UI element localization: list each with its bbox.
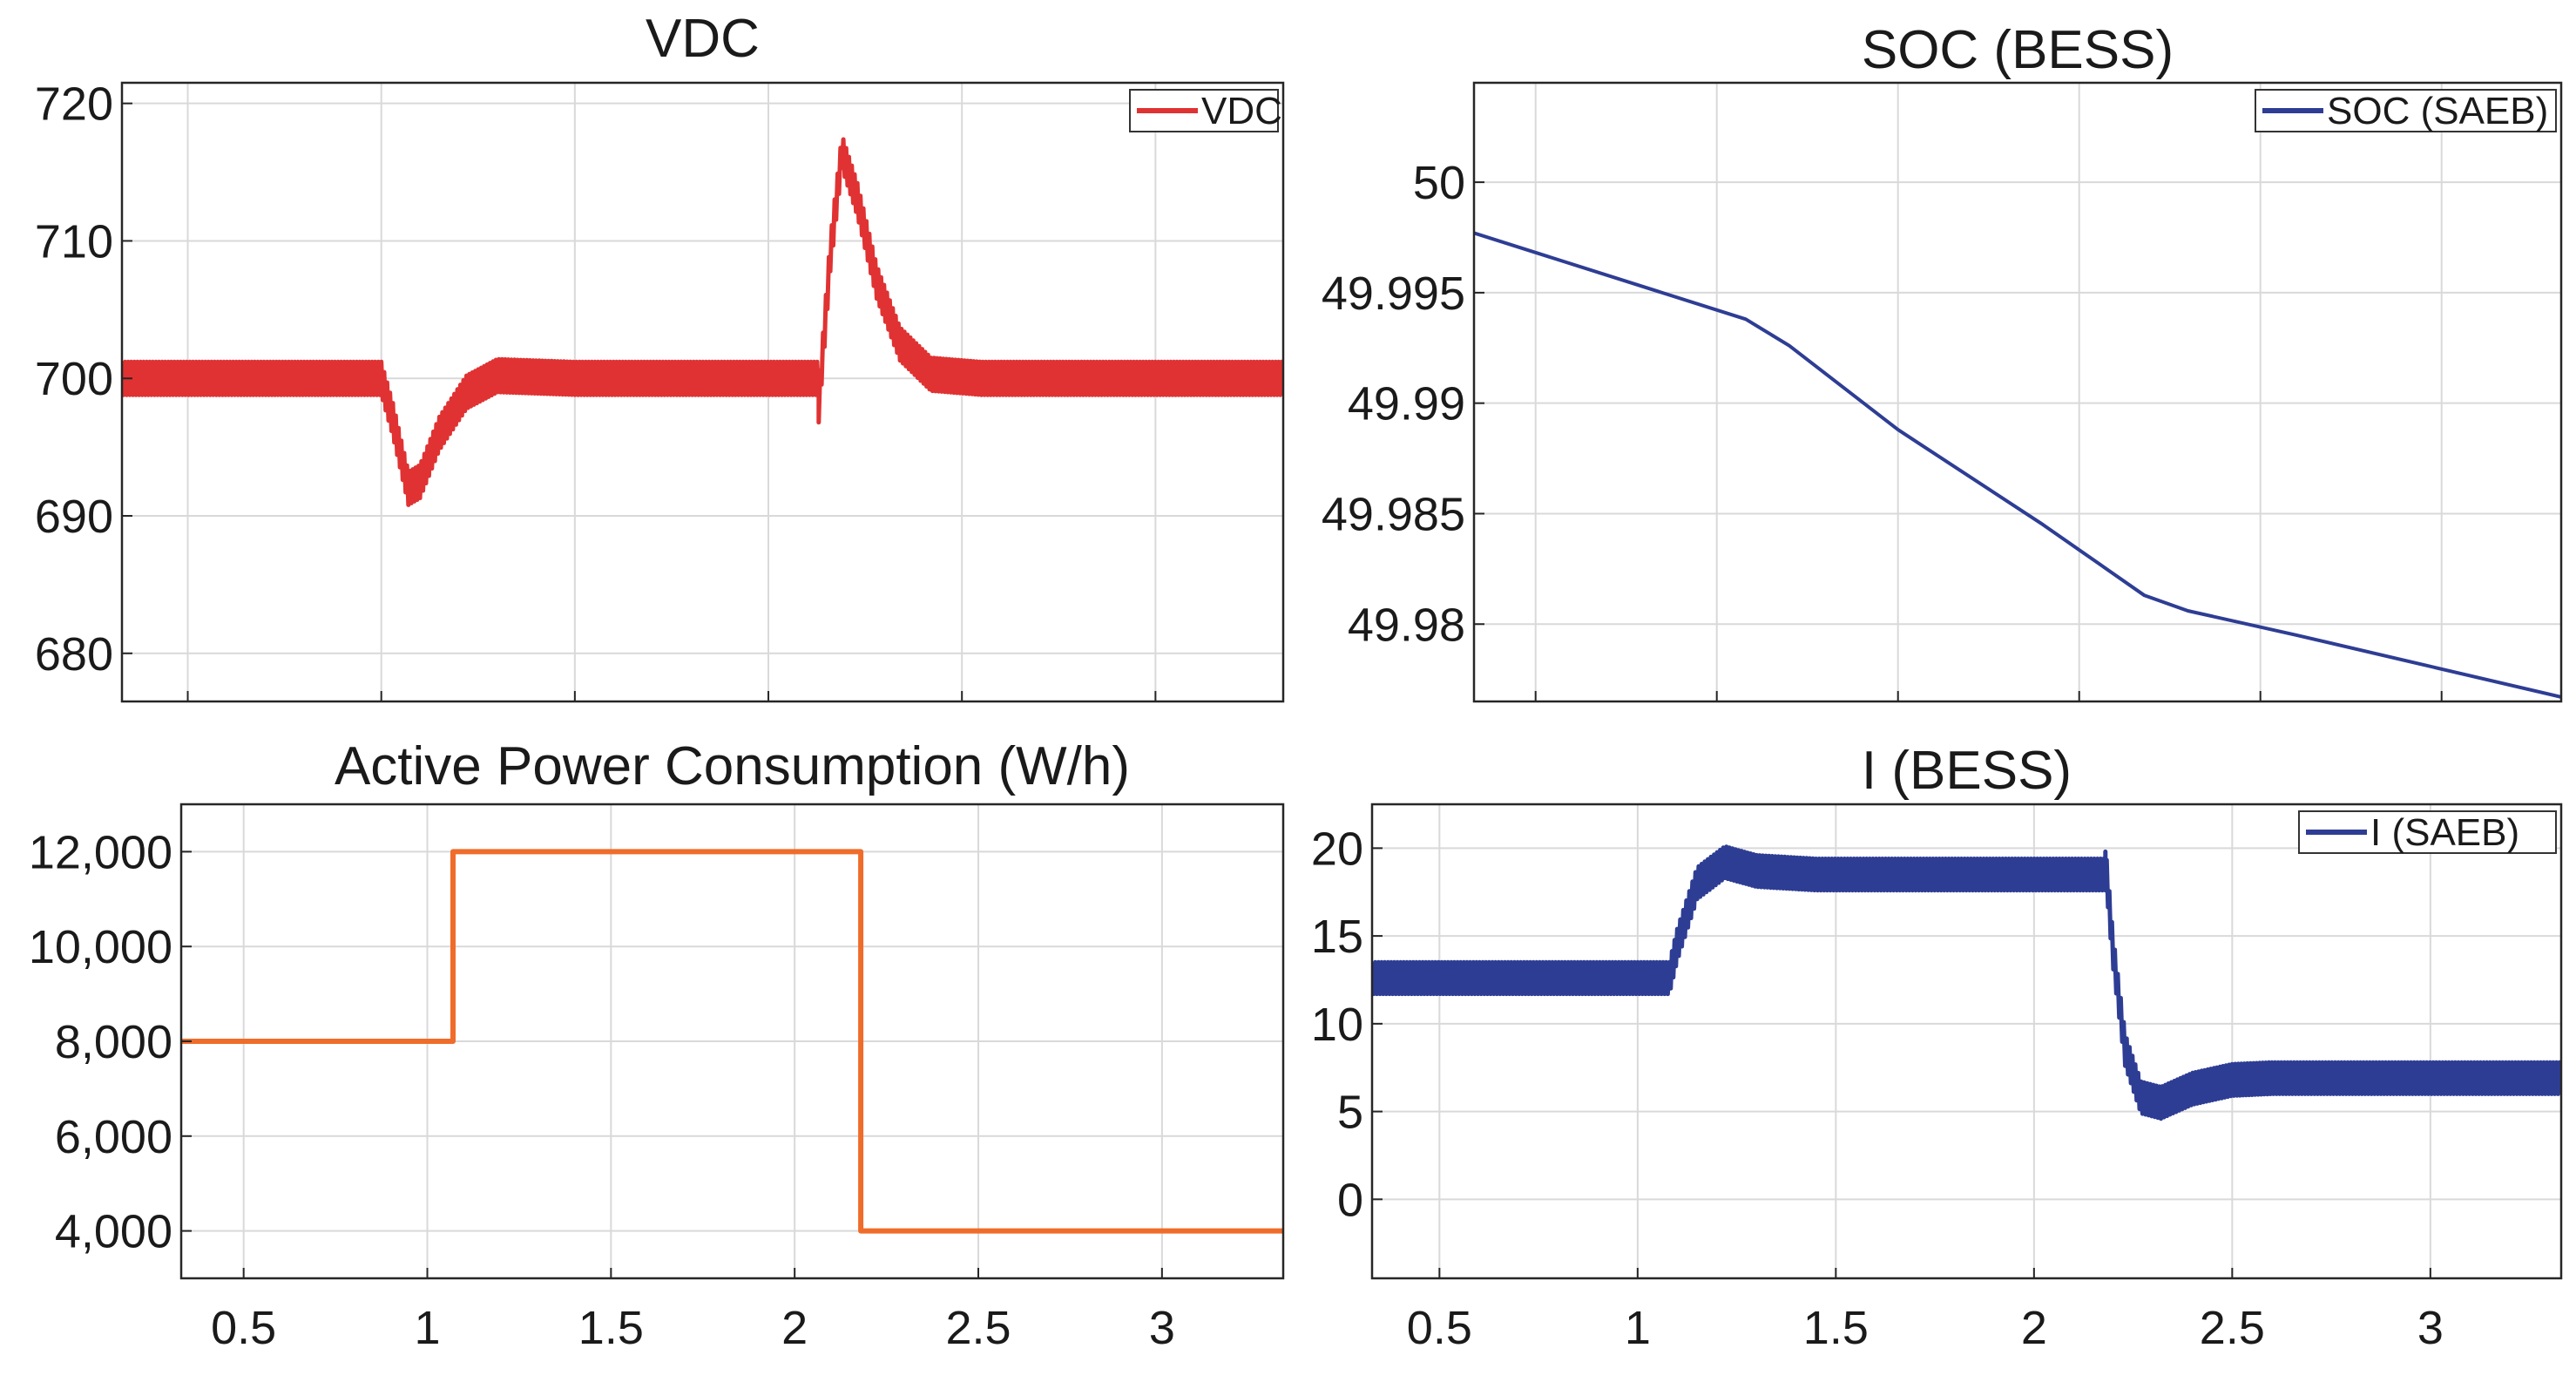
vdc-legend-label: VDC (1201, 90, 1282, 132)
soc-plot-area (1474, 83, 2561, 701)
current-xtick-label-5: 3 (2417, 1302, 2444, 1354)
current-xtick-label-3: 2 (2021, 1302, 2047, 1354)
soc-ytick-label-1: 49.985 (1322, 488, 1465, 540)
soc-ytick-label-0: 49.98 (1348, 599, 1465, 651)
soc-panel: 49.98 49.985 49.99 49.995 50 SOC (BESS) SOC (S… (1322, 20, 2563, 703)
current-ytick-label-1: 5 (1337, 1087, 1363, 1139)
power-ytick-label-3: 10,000 (29, 921, 172, 973)
soc-ytick-label-2: 49.99 (1348, 378, 1465, 430)
current-panel: 0 5 10 15 20 0.5 1 1.5 2 2.5 3 I (BESS) I (SAEB) (1311, 741, 2563, 1354)
power-xtick-label-0: 0.5 (211, 1302, 276, 1354)
power-ytick-label-2: 8,000 (55, 1016, 172, 1068)
current-series-line-0 (1372, 844, 2561, 1121)
current-legend: I (SAEB) (2298, 810, 2557, 854)
current-ytick-label-4: 20 (1311, 823, 1363, 875)
power-xtick-label-5: 3 (1149, 1302, 1175, 1354)
power-xtick-label-2: 1.5 (578, 1302, 644, 1354)
current-legend-label: I (SAEB) (2370, 811, 2519, 854)
current-ytick-label-2: 10 (1311, 999, 1363, 1051)
power-xtick-label-3: 2 (781, 1302, 808, 1354)
current-xtick-label-4: 2.5 (2200, 1302, 2265, 1354)
current-xtick-label-1: 1 (1625, 1302, 1651, 1354)
soc-ytick-label-4: 50 (1413, 157, 1465, 209)
soc-title: SOC (BESS) (1862, 20, 2174, 80)
vdc-ytick-label-4: 720 (35, 78, 113, 131)
power-title: Active Power Consumption (W/h) (335, 736, 1130, 796)
soc-ytick-label-3: 49.995 (1322, 268, 1465, 320)
power-ytick-label-0: 4,000 (55, 1206, 172, 1258)
vdc-ytick-label-2: 700 (35, 353, 113, 405)
current-title: I (BESS) (1862, 741, 2072, 801)
vdc-legend-box (1129, 89, 1279, 132)
power-ytick-label-4: 12,000 (29, 826, 172, 878)
soc-legend: SOC (SAEB) (2255, 89, 2557, 132)
power-xtick-label-4: 2.5 (945, 1302, 1011, 1354)
soc-legend-label: SOC (SAEB) (2327, 90, 2548, 132)
soc-axes-frame (1472, 81, 2563, 703)
power-xtick-label-1: 1 (414, 1302, 440, 1354)
vdc-ytick-label-3: 710 (35, 215, 113, 268)
current-axes-frame (1370, 803, 2563, 1280)
current-ytick-label-3: 15 (1311, 911, 1363, 963)
vdc-title: VDC (646, 9, 760, 69)
vdc-ytick-label-0: 680 (35, 628, 113, 681)
power-panel: 4,000 6,000 8,000 10,000 12,000 0.5 1 1.5 2 2.5 3 A… (29, 736, 1285, 1354)
power-ytick-label-1: 6,000 (55, 1111, 172, 1163)
soc-series-line-0 (1474, 231, 2561, 699)
vdc-ytick-label-1: 690 (35, 491, 113, 543)
vdc-legend: VDC (1129, 89, 1282, 132)
current-xtick-label-2: 1.5 (1803, 1302, 1869, 1354)
current-xtick-label-0: 0.5 (1407, 1302, 1472, 1354)
vdc-axes-frame (120, 81, 1285, 703)
vdc-panel: 680 690 700 710 720 VDC VDC (35, 9, 1285, 703)
power-series-line-0 (181, 849, 1283, 1234)
current-ytick-label-0: 0 (1337, 1174, 1363, 1226)
vdc-series-line-0 (122, 137, 1283, 507)
